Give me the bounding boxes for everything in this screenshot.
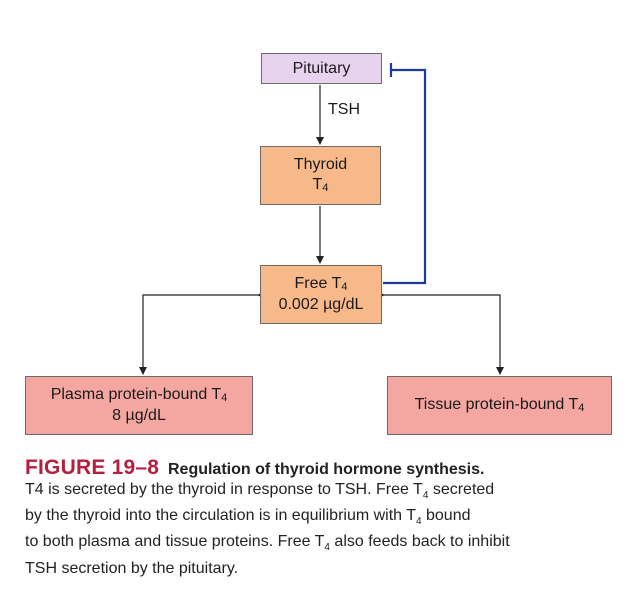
pituitary-node: Pituitary xyxy=(261,53,382,84)
plasma-concentration: 8 µg/dL xyxy=(112,407,166,424)
free-t4-label: Free T4 xyxy=(294,275,348,293)
caption-line-4: TSH secretion by the pituitary. xyxy=(25,559,239,577)
figure-title: Regulation of thyroid hormone synthesis. xyxy=(167,461,485,478)
figure-caption: FIGURE 19–8 Regulation of thyroid hormon… xyxy=(25,456,615,579)
plasma-label: Plasma protein-bound T4 xyxy=(50,386,228,404)
caption-heading: FIGURE 19–8 Regulation of thyroid hormon… xyxy=(25,456,615,480)
free-t4-concentration: 0.002 µg/dL xyxy=(278,296,364,313)
thyroid-node: Thyroid T4 xyxy=(260,146,381,205)
caption-line-1: T4 is secreted by the thyroid in respons… xyxy=(25,481,495,502)
feedback-inhibition-line xyxy=(383,68,427,285)
free-t4-node: Free T4 0.002 µg/dL xyxy=(260,265,382,324)
caption-line-2: by the thyroid into the circulation is i… xyxy=(25,507,471,528)
caption-line-3: to both plasma and tissue proteins. Free… xyxy=(25,533,510,554)
tissue-protein-bound-node: Tissue protein-bound T4 xyxy=(387,376,612,435)
thyroid-t4: T4 xyxy=(312,176,329,194)
arrow-free-t4-to-tissue xyxy=(377,291,504,375)
arrow-free-t4-to-plasma xyxy=(139,291,265,375)
figure-number: FIGURE 19–8 xyxy=(25,456,160,479)
tissue-label: Tissue protein-bound T4 xyxy=(414,396,585,414)
tsh-edge-label: TSH xyxy=(328,101,360,118)
plasma-protein-bound-node: Plasma protein-bound T4 8 µg/dL xyxy=(25,376,253,435)
thyroid-label: Thyroid xyxy=(293,156,348,173)
pituitary-label: Pituitary xyxy=(292,59,351,77)
